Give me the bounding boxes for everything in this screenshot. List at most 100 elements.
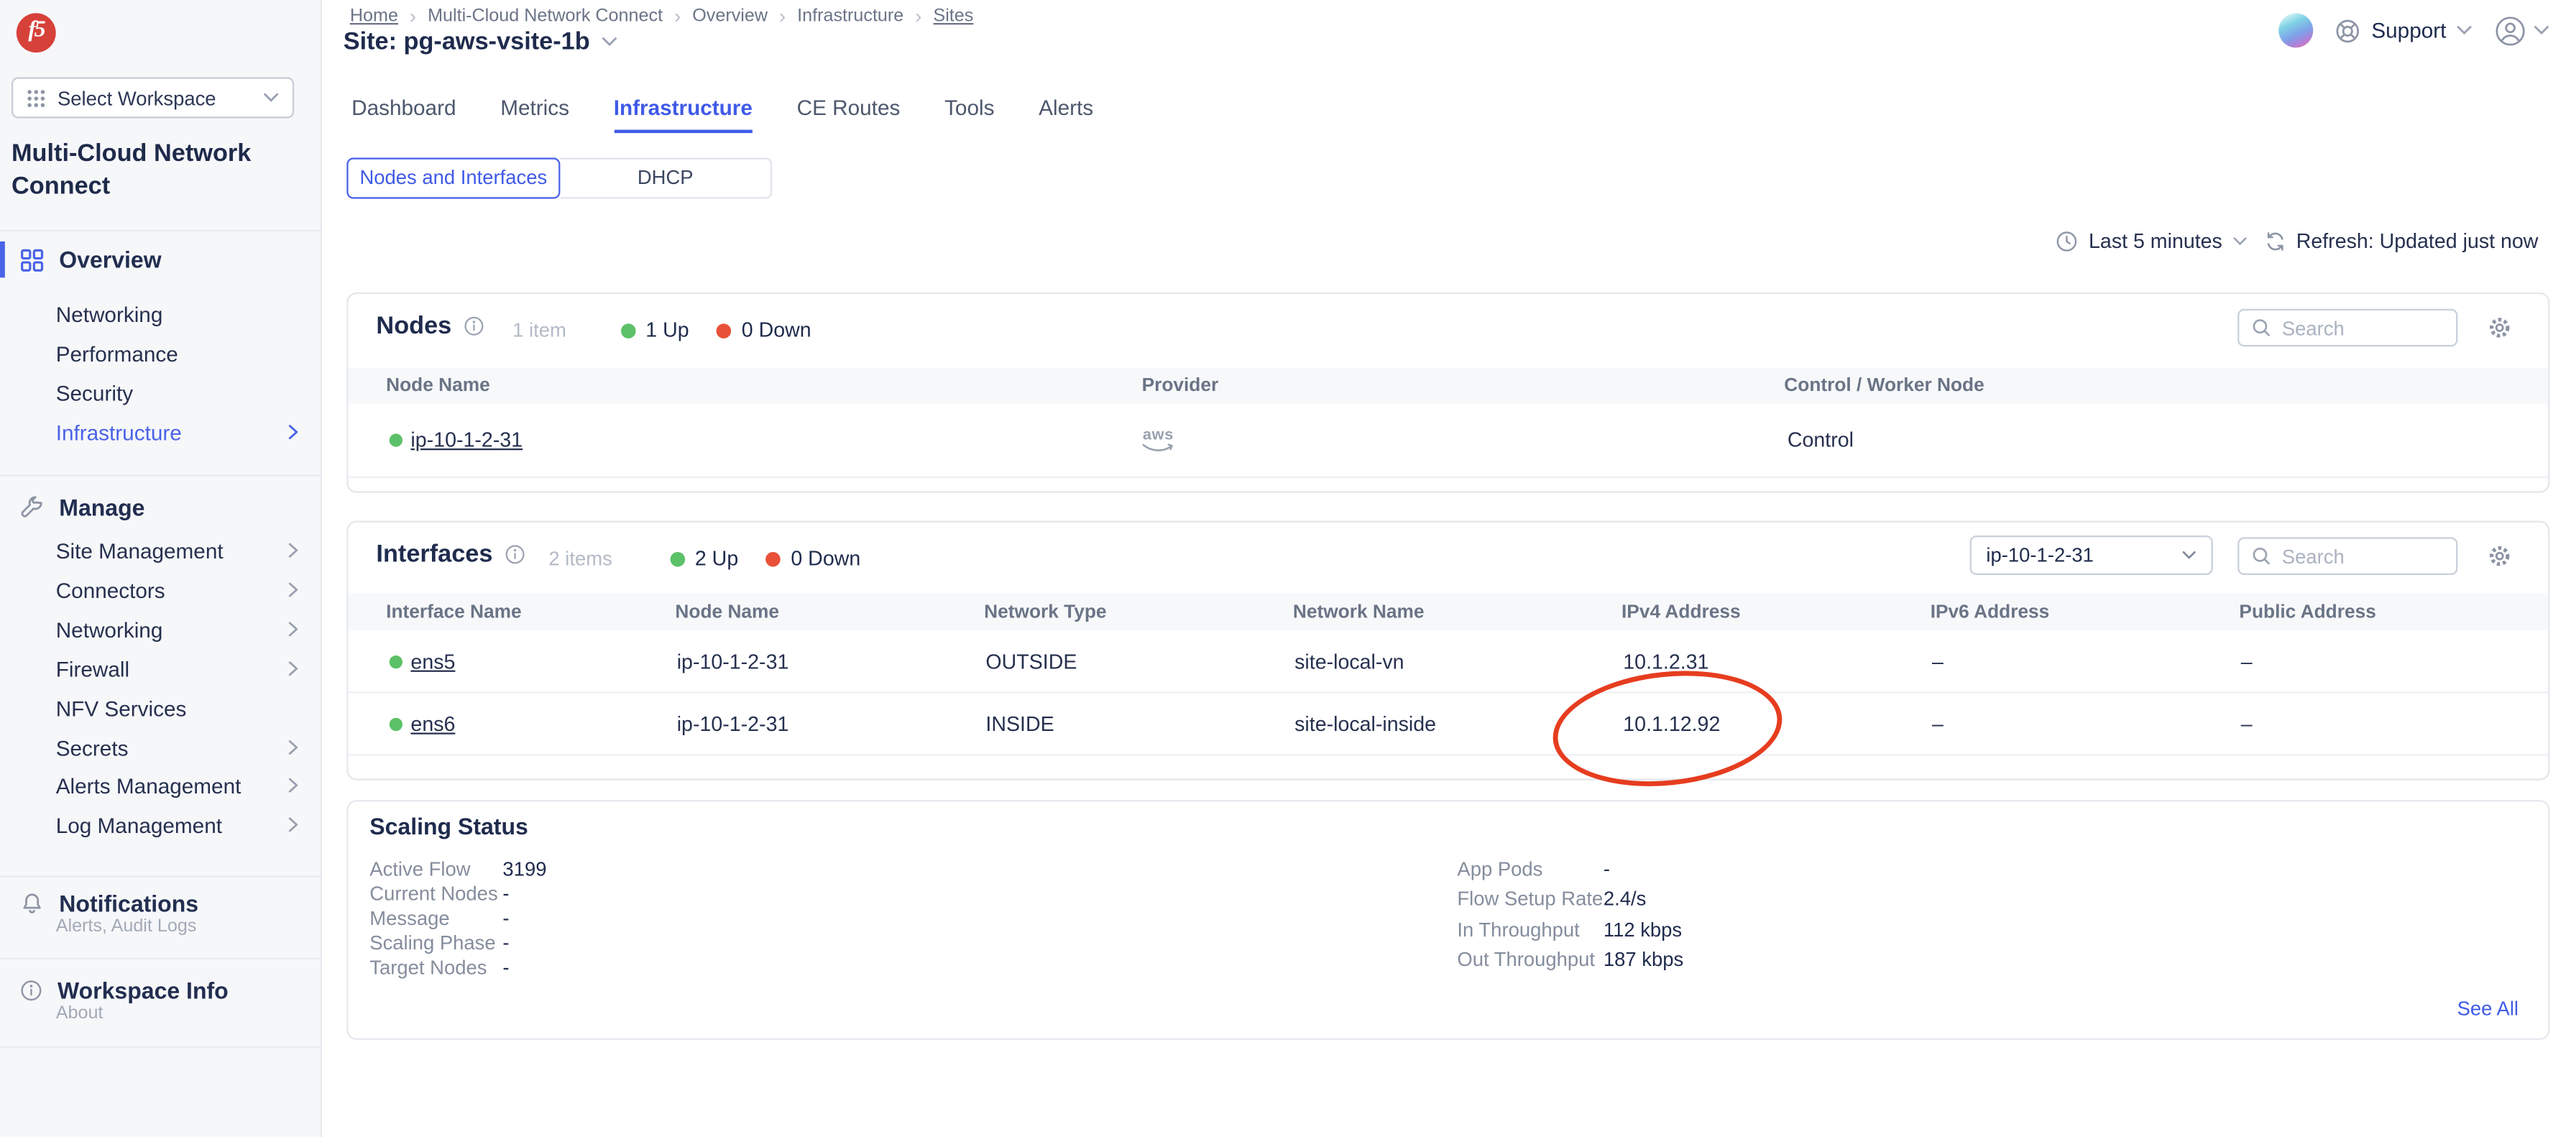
workspace-selector[interactable]: Select Workspace [12,77,295,119]
stat-label: Out Throughput [1457,947,1596,971]
sidebar-item-label: Networking [55,301,163,326]
interface-link[interactable]: ens6 [410,712,456,735]
time-range-selector[interactable]: Last 5 minutes [2056,230,2247,253]
sidebar-section-overview[interactable]: Overview [0,240,322,280]
sidebar-item-connectors[interactable]: Connectors [0,571,322,607]
sidebar-item-label: Workspace Info [58,977,229,1004]
support-label: Support [2371,18,2447,43]
interface-link[interactable]: ens5 [410,650,456,673]
node-link[interactable]: ip-10-1-2-31 [410,428,523,452]
tab-tools[interactable]: Tools [944,95,995,120]
chevron-down-icon [2456,24,2472,36]
table-row: ip-10-1-2-31 aws Control [348,404,2549,479]
refresh-button[interactable]: Refresh: Updated just now [2263,230,2538,253]
sidebar-section-manage[interactable]: Manage [0,488,322,528]
sidebar-item-label: Alerts Management [55,773,242,798]
tab-dashboard[interactable]: Dashboard [351,95,456,120]
divider [0,1046,323,1049]
green-dot-icon [621,323,636,338]
nodes-up-status: 1 Up [621,318,689,341]
cell-public-address: – [2240,712,2253,735]
interfaces-item-count: 2 items [548,547,612,571]
sidebar-section-label: Overview [59,246,162,273]
col-control-worker: Control / Worker Node [1784,376,1984,396]
bell-icon [19,890,44,917]
gear-icon[interactable] [2488,544,2512,568]
info-circle-icon [19,979,42,1002]
chevron-down-icon [2181,551,2196,561]
workspace-info-sublabel: About [55,1003,104,1024]
sidebar-item-security[interactable]: Security [0,374,322,410]
sidebar-item-label: Networking [55,617,163,642]
info-circle-icon[interactable] [504,544,525,566]
subtab-nodes-and-interfaces[interactable]: Nodes and Interfaces [346,157,561,199]
down-label: 0 Down [741,318,811,342]
page-title: Site: pg-aws-vsite-1b [343,27,590,56]
see-all-link[interactable]: See All [2457,997,2519,1021]
sidebar-item-infrastructure[interactable]: Infrastructure [0,414,322,450]
chevron-down-icon [2534,24,2550,36]
user-menu[interactable] [2494,14,2550,47]
active-indicator [0,241,5,278]
tab-metrics[interactable]: Metrics [500,95,570,120]
nodes-search-input[interactable] [2281,316,2445,340]
sidebar-item-workspace-info[interactable]: Workspace Info [0,974,322,1007]
status-dot-icon [389,717,402,731]
search-icon [2250,546,2272,567]
sidebar-item-log-management[interactable]: Log Management [0,806,322,842]
cell-ipv4-highlighted: 10.1.12.92 [1623,712,1721,735]
sidebar-item-networking-manage[interactable]: Networking [0,611,322,647]
sidebar-item-label: NFV Services [55,696,187,721]
user-avatar-icon [2494,14,2527,47]
breadcrumb-sites[interactable]: Sites [933,6,974,27]
nodes-item-count: 1 item [512,318,566,342]
interfaces-search-input[interactable] [2281,544,2445,568]
nodes-search [2237,308,2458,347]
gear-icon[interactable] [2488,316,2512,340]
cell-network-type: OUTSIDE [985,650,1077,673]
col-public-address: Public Address [2239,602,2376,622]
divider [0,957,323,959]
tab-infrastructure[interactable]: Infrastructure [613,96,753,134]
sidebar-item-label: Infrastructure [55,420,182,445]
interfaces-up-status: 2 Up [670,547,738,570]
cell-ipv6: – [1932,712,1944,735]
grid-dots-icon [27,88,46,107]
sidebar-item-firewall[interactable]: Firewall [0,650,322,686]
scaling-status-panel: Scaling Status Active Flow 3199 Current … [346,800,2550,1040]
subtab-dhcp[interactable]: DHCP [560,157,773,199]
chevron-down-icon[interactable] [602,36,618,47]
sidebar-item-networking[interactable]: Networking [0,295,322,331]
sidebar-item-nfv-services[interactable]: NFV Services [0,690,322,726]
col-ipv4: IPv4 Address [1622,602,1741,622]
col-provider: Provider [1141,376,1219,396]
sidebar-item-label: Log Management [55,812,222,837]
sidebar: f5 Select Workspace Multi-Cloud Network … [0,0,323,1137]
stat-value: - [502,931,510,954]
chevron-right-icon [288,777,299,793]
node-filter-dropdown[interactable]: ip-10-1-2-31 [1969,535,2213,576]
breadcrumb-separator: › [409,4,417,27]
breadcrumb-mcn: Multi-Cloud Network Connect [428,6,663,27]
stat-value: 2.4/s [1603,887,1647,911]
stat-value: 3199 [502,857,547,881]
stat-label: Flow Setup Rate [1457,887,1604,911]
sidebar-item-site-management[interactable]: Site Management [0,533,322,568]
info-circle-icon[interactable] [463,316,484,337]
chevron-right-icon [288,660,299,677]
sidebar-item-alerts-management[interactable]: Alerts Management [0,767,322,803]
cell-ipv4: 10.1.2.31 [1623,650,1709,673]
assistant-avatar-icon[interactable] [2279,13,2314,48]
tab-alerts[interactable]: Alerts [1039,95,1094,120]
support-menu[interactable]: Support [2335,17,2472,44]
nodes-panel: Nodes 1 item 1 Up 0 Down [346,292,2550,493]
sidebar-item-notifications[interactable]: Notifications [0,887,322,920]
tab-ce-routes[interactable]: CE Routes [796,95,901,120]
sidebar-item-secrets[interactable]: Secrets [0,729,322,765]
chevron-right-icon [288,581,299,598]
chevron-right-icon [288,542,299,558]
main-content: Home › Multi-Cloud Network Connect › Ove… [322,0,2576,1137]
sidebar-item-performance[interactable]: Performance [0,335,322,371]
stat-label: Current Nodes [369,882,498,906]
breadcrumb-home[interactable]: Home [349,6,398,27]
